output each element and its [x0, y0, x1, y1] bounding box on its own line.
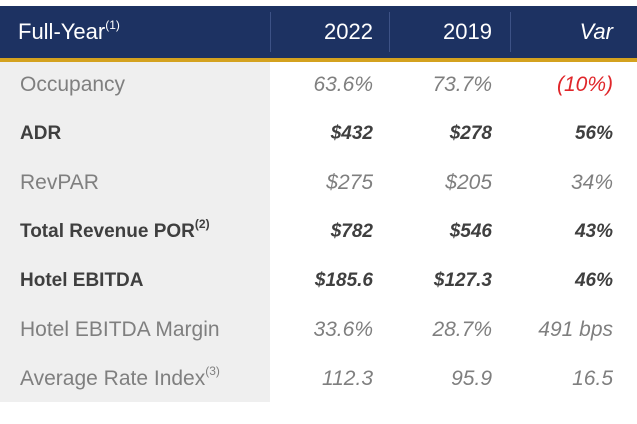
header-2019: 2019: [443, 19, 492, 44]
value-var: 34%: [570, 171, 613, 194]
value-var: 16.5: [572, 367, 613, 390]
table-row-adr: ADR $432 $278 56%: [0, 109, 637, 158]
table-row-occupancy: Occupancy 63.6% 73.7% (10%): [0, 60, 637, 109]
value-2019: 28.7%: [432, 318, 492, 341]
value-2022: 33.6%: [313, 318, 373, 341]
value-var: 46%: [574, 270, 613, 291]
row-label: Occupancy: [20, 73, 126, 96]
value-var: 56%: [574, 123, 613, 144]
value-2019: 95.9: [451, 367, 492, 390]
header-divider: [270, 12, 271, 52]
table-row-hotel-ebitda: Hotel EBITDA $185.6 $127.3 46%: [0, 256, 637, 305]
value-var: (10%): [556, 73, 613, 96]
table-header: Full-Year(1) 2022 2019 Var: [0, 6, 637, 62]
value-2022: 63.6%: [313, 73, 373, 96]
value-2019: $278: [449, 123, 492, 144]
table-row-total-revenue-por: Total Revenue POR(2) $782 $546 43%: [0, 207, 637, 256]
header-var: Var: [579, 19, 613, 44]
header-divider: [510, 12, 511, 52]
header-divider: [389, 12, 390, 52]
value-2019: $205: [445, 171, 492, 194]
header-2022: 2022: [324, 19, 373, 44]
row-label: RevPAR: [20, 171, 99, 194]
row-label: Hotel EBITDA Margin: [20, 318, 220, 341]
value-2022: $432: [330, 123, 373, 144]
row-label: Average Rate Index(3): [20, 364, 220, 390]
value-2022: $275: [326, 171, 373, 194]
value-2022: $782: [330, 221, 373, 242]
header-label: Full-Year(1): [18, 17, 120, 44]
value-var: 491 bps: [538, 318, 613, 341]
row-label: ADR: [20, 123, 62, 144]
value-2019: $546: [449, 221, 492, 242]
value-2022: 112.3: [322, 367, 373, 390]
value-var: 43%: [574, 221, 613, 242]
value-2019: 73.7%: [432, 73, 492, 96]
row-label: Hotel EBITDA: [20, 270, 144, 291]
value-2019: $127.3: [433, 270, 492, 291]
value-2022: $185.6: [314, 270, 373, 291]
table-row-revpar: RevPAR $275 $205 34%: [0, 158, 637, 207]
table-row-hotel-ebitda-margin: Hotel EBITDA Margin 33.6% 28.7% 491 bps: [0, 305, 637, 354]
label-column-shading: [0, 62, 270, 402]
row-label: Total Revenue POR(2): [20, 216, 210, 242]
table-row-average-rate-index: Average Rate Index(3) 112.3 95.9 16.5: [0, 354, 637, 403]
